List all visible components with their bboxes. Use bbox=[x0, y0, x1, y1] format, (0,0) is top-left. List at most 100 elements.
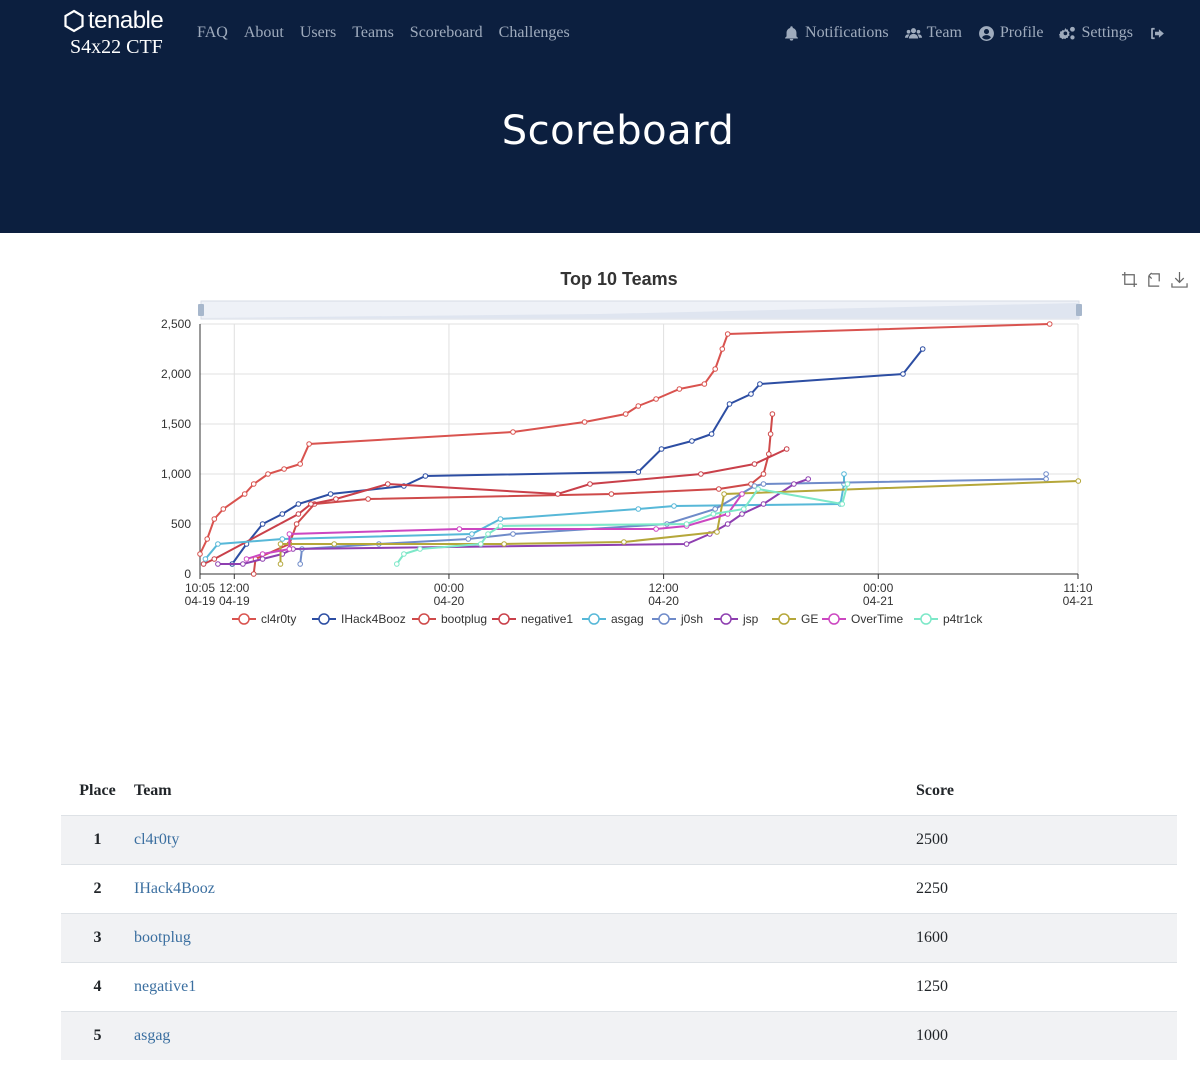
data-point bbox=[805, 476, 812, 482]
data-point bbox=[919, 346, 926, 352]
score-cell: 1250 bbox=[916, 962, 1177, 1012]
legend-item[interactable]: GE bbox=[772, 612, 818, 626]
legend-item[interactable]: IHack4Booz bbox=[312, 612, 406, 626]
y-tick-label: 1,500 bbox=[161, 417, 191, 431]
data-point bbox=[739, 491, 745, 497]
header-score: Score bbox=[916, 782, 954, 799]
data-point bbox=[215, 541, 221, 547]
series-cl4r0ty bbox=[197, 321, 1053, 557]
legend-item[interactable]: cl4r0ty bbox=[232, 612, 296, 626]
data-point bbox=[839, 501, 846, 507]
nav-settings[interactable]: Settings bbox=[1059, 24, 1133, 42]
legend-label: IHack4Booz bbox=[341, 612, 406, 626]
nav-settings-label: Settings bbox=[1081, 24, 1133, 41]
legend-item[interactable]: jsp bbox=[714, 612, 759, 626]
nav-link-teams[interactable]: Teams bbox=[352, 24, 394, 41]
team-link[interactable]: bootplug bbox=[134, 929, 191, 946]
nav-link-about[interactable]: About bbox=[243, 24, 284, 41]
nav-notifications[interactable]: Notifications bbox=[783, 24, 889, 42]
x-tick-label: 12:00 bbox=[649, 581, 679, 595]
nav-link-faq[interactable]: FAQ bbox=[197, 24, 228, 41]
data-point bbox=[621, 539, 627, 545]
brand[interactable]: tenable S4x22 CTF bbox=[62, 7, 164, 59]
x-tick-date-label: 04-21 bbox=[863, 594, 894, 608]
zoom-reset-icon[interactable] bbox=[1146, 271, 1163, 288]
zoom-icon[interactable] bbox=[1121, 271, 1138, 288]
x-tick-date-label: 04-20 bbox=[648, 594, 679, 608]
nav-logout[interactable] bbox=[1149, 25, 1166, 42]
gears-icon bbox=[1059, 26, 1076, 40]
series-p4tr1ck bbox=[394, 481, 851, 567]
legend-label: GE bbox=[801, 612, 818, 626]
data-point bbox=[714, 529, 720, 535]
data-point bbox=[501, 541, 507, 547]
nav-team-label: Team bbox=[926, 24, 962, 41]
x-tick-label: 00:00 bbox=[434, 581, 464, 595]
nav-link-users[interactable]: Users bbox=[299, 24, 337, 41]
legend-item[interactable]: OverTime bbox=[822, 612, 904, 626]
nav-link-scoreboard[interactable]: Scoreboard bbox=[409, 24, 483, 41]
page-title: Scoreboard bbox=[501, 108, 735, 154]
data-point bbox=[1046, 321, 1053, 327]
data-point bbox=[760, 481, 767, 487]
legend-item[interactable]: p4tr1ck bbox=[914, 612, 983, 626]
data-point bbox=[286, 531, 293, 537]
legend-marker bbox=[720, 613, 732, 625]
data-point bbox=[200, 561, 207, 567]
team-cell: IHack4Booz bbox=[134, 864, 916, 914]
table-row: 3 bootplug 1600 bbox=[61, 913, 1177, 963]
data-point bbox=[757, 381, 763, 387]
data-point bbox=[719, 346, 726, 352]
datazoom-handle-right[interactable] bbox=[1076, 304, 1082, 316]
team-link[interactable]: cl4r0ty bbox=[134, 831, 180, 848]
series-line bbox=[199, 323, 1050, 555]
series-line bbox=[217, 478, 809, 565]
data-point bbox=[710, 511, 717, 517]
team-link[interactable]: IHack4Booz bbox=[134, 880, 215, 897]
data-point bbox=[259, 551, 266, 557]
data-point bbox=[555, 491, 561, 497]
data-point bbox=[1043, 471, 1049, 477]
datazoom-handle-left[interactable] bbox=[198, 304, 204, 316]
chart-title: Top 10 Teams bbox=[560, 269, 677, 289]
nav-profile[interactable]: Profile bbox=[978, 24, 1043, 42]
place-cell: 4 bbox=[61, 962, 134, 1012]
brand-logo[interactable]: tenable bbox=[62, 7, 164, 34]
legend-marker bbox=[588, 613, 600, 625]
data-point bbox=[197, 551, 203, 557]
data-point bbox=[712, 366, 719, 372]
data-point bbox=[510, 429, 516, 435]
data-point bbox=[279, 511, 286, 517]
header-team: Team bbox=[134, 782, 172, 799]
data-point bbox=[712, 506, 719, 512]
save-image-icon[interactable] bbox=[1171, 271, 1188, 288]
data-point bbox=[587, 481, 593, 487]
nav-team[interactable]: Team bbox=[904, 24, 962, 42]
legend-item[interactable]: j0sh bbox=[652, 612, 703, 626]
x-tick-label: 10:05 bbox=[185, 581, 215, 595]
data-point bbox=[277, 541, 284, 547]
team-link[interactable]: asgag bbox=[134, 1027, 171, 1044]
legend-item[interactable]: bootplug bbox=[412, 612, 487, 626]
chart-toolbox bbox=[1121, 271, 1188, 288]
data-point bbox=[769, 411, 776, 417]
x-tick-date-label: 04-19 bbox=[185, 594, 216, 608]
nav-link-challenges[interactable]: Challenges bbox=[498, 24, 570, 41]
sign-out-icon bbox=[1151, 27, 1164, 39]
data-point bbox=[306, 441, 312, 447]
data-point bbox=[844, 481, 851, 487]
data-point bbox=[683, 541, 690, 547]
score-cell: 2250 bbox=[916, 864, 1177, 914]
score-cell: 1600 bbox=[916, 913, 1177, 963]
data-point bbox=[308, 501, 314, 507]
team-link[interactable]: negative1 bbox=[134, 978, 197, 995]
data-point bbox=[510, 531, 516, 537]
data-point bbox=[281, 466, 287, 472]
data-point bbox=[751, 461, 758, 467]
data-point bbox=[751, 483, 758, 489]
data-point bbox=[497, 516, 504, 522]
brand-subtitle: S4x22 CTF bbox=[70, 36, 163, 58]
legend-item[interactable]: negative1 bbox=[492, 612, 573, 626]
legend-item[interactable]: asgag bbox=[582, 612, 644, 626]
data-point bbox=[726, 401, 733, 407]
